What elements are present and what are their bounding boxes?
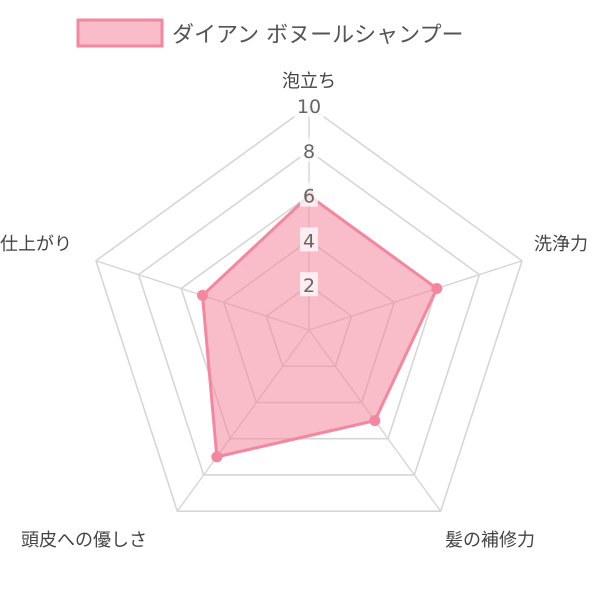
tick-backdrop (300, 227, 318, 252)
legend-label: ダイアン ボヌールシャンプー (172, 23, 463, 48)
grid-ring-10 (95, 105, 523, 513)
data-point-3[interactable] (211, 451, 223, 463)
series-area (200, 194, 439, 459)
radial-tick-labels: 2 4 6 8 10 (294, 93, 324, 297)
tick-backdrop (300, 137, 318, 162)
axis-label: 髪の補修力 (445, 529, 535, 551)
axis-label: 仕上がり (0, 234, 72, 255)
axis-label: 頭皮への優しさ (21, 530, 147, 551)
axis-label: 洗浄力 (534, 234, 588, 255)
grid-ring-8 (137, 149, 481, 476)
tick-label: 2 (303, 275, 315, 297)
tick-label: 4 (303, 230, 315, 252)
tick-label: 6 (303, 186, 315, 208)
tick-backdrop (294, 93, 324, 117)
tick-label: 8 (303, 141, 315, 163)
data-point-2[interactable] (369, 415, 381, 427)
tick-backdrop (300, 272, 318, 297)
tick-label: 10 (297, 96, 321, 118)
axis-label: 泡立ち (282, 71, 336, 92)
legend-swatch (76, 18, 164, 48)
legend[interactable]: ダイアン ボヌールシャンプー (76, 18, 463, 48)
data-point-1[interactable] (431, 282, 443, 294)
data-series (196, 190, 443, 463)
tick-backdrop (300, 182, 318, 207)
data-point-4[interactable] (196, 289, 208, 301)
